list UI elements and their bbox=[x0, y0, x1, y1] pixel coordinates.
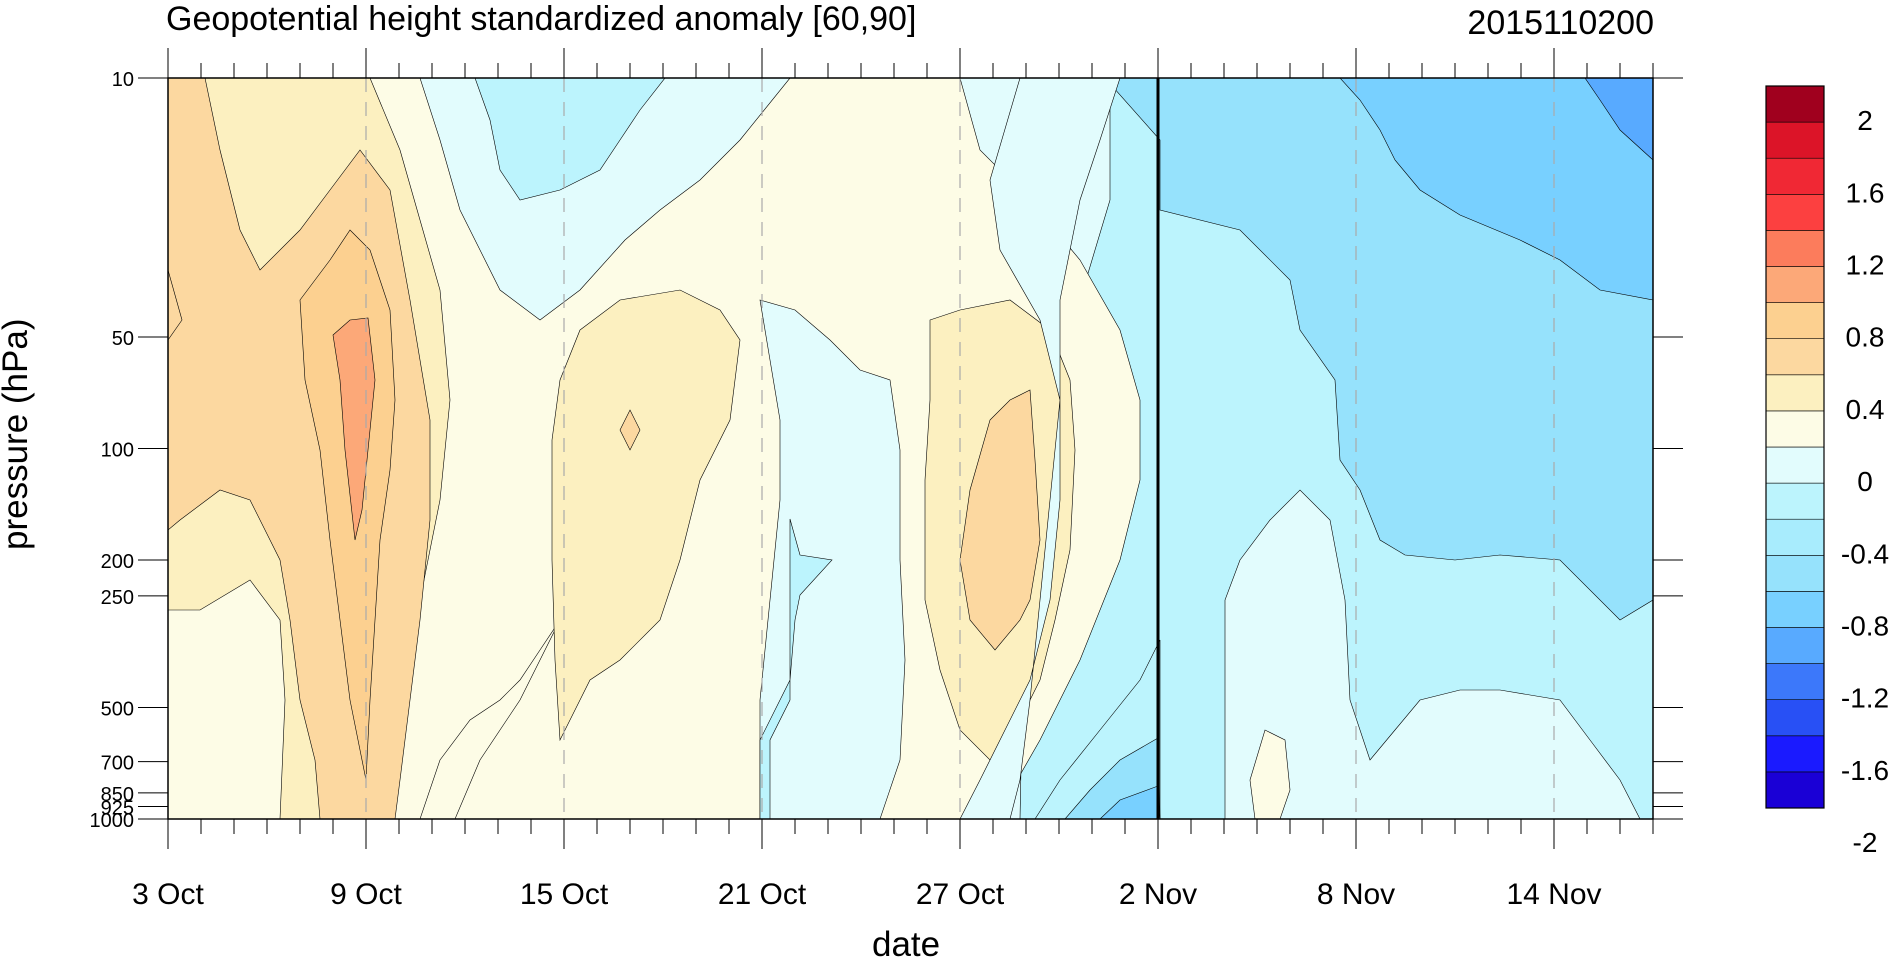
y-tick-label: 500 bbox=[101, 698, 134, 720]
contour-fill-cool-mid bbox=[759, 299, 906, 819]
colorbar-label: -2 bbox=[1853, 827, 1878, 858]
colorbar-swatch bbox=[1765, 591, 1825, 628]
contour-fill-cool-top bbox=[474, 78, 666, 201]
contour-fill-cool-pocket bbox=[759, 518, 833, 819]
colorbar-swatch bbox=[1765, 627, 1825, 664]
colorbar-label: -0.4 bbox=[1841, 538, 1889, 569]
y-tick-label: 50 bbox=[112, 328, 134, 350]
colorbar-swatch bbox=[1765, 302, 1825, 340]
colorbar-label: 2 bbox=[1857, 105, 1873, 136]
colorbar-swatch bbox=[1765, 735, 1825, 773]
chart-date-annotation: 2015110200 bbox=[1467, 4, 1654, 42]
colorbar-label: 1.6 bbox=[1846, 177, 1885, 208]
y-tick-label: 10 bbox=[112, 69, 134, 91]
y-tick-label: 250 bbox=[101, 587, 134, 609]
y-tick-label: 1000 bbox=[90, 810, 135, 832]
colorbar-label: 0.8 bbox=[1846, 322, 1885, 353]
colorbar-swatch bbox=[1765, 482, 1825, 520]
contour-fill-cold-4 bbox=[1584, 78, 1653, 161]
colorbar-swatch bbox=[1765, 121, 1825, 159]
chart-title: Geopotential height standardized anomaly… bbox=[166, 0, 917, 38]
x-tick-label: 2 Nov bbox=[1119, 878, 1197, 911]
y-tick-label: 850 bbox=[101, 784, 134, 806]
x-axis: 3 Oct 9 Oct 15 Oct 21 Oct 27 Oct 2 Nov 8 Nov 14… bbox=[132, 48, 1654, 911]
colorbar-swatch bbox=[1765, 194, 1825, 231]
colorbar: 2 1.6 1.2 0.8 0.4 0 -0.4 -0.8 -1.2 -1.6 -2 bbox=[1765, 85, 1889, 858]
colorbar-label: 0.4 bbox=[1846, 394, 1885, 425]
contour-fill-mid-1 bbox=[619, 409, 641, 451]
colorbar-swatch bbox=[1765, 85, 1825, 123]
colorbar-swatch bbox=[1765, 374, 1825, 412]
x-axis-title: date bbox=[872, 925, 941, 964]
contour-fill-cold-3 bbox=[1339, 78, 1653, 301]
colorbar-swatch bbox=[1765, 518, 1825, 556]
y-tick-label: 925 bbox=[101, 797, 134, 819]
y-tick-label: 100 bbox=[101, 440, 134, 462]
y-axis-title: pressure (hPa) bbox=[0, 318, 35, 550]
contour-fill-late-pocket bbox=[959, 78, 1121, 819]
x-tick-label: 15 Oct bbox=[520, 878, 609, 911]
grid-lines bbox=[365, 78, 1555, 819]
filled-contours bbox=[168, 78, 1653, 819]
x-tick-label: 21 Oct bbox=[718, 878, 807, 911]
x-tick-label: 3 Oct bbox=[132, 878, 204, 911]
x-tick-label: 9 Oct bbox=[330, 878, 402, 911]
colorbar-swatch bbox=[1765, 771, 1825, 809]
contour-fill-warm-pocket-nov bbox=[1249, 729, 1291, 819]
colorbar-swatch bbox=[1765, 663, 1825, 700]
plot-area bbox=[168, 78, 1653, 819]
colorbar-swatch bbox=[1765, 266, 1825, 303]
colorbar-swatch bbox=[1765, 338, 1825, 376]
colorbar-label: 0 bbox=[1857, 466, 1873, 497]
colorbar-swatch bbox=[1765, 446, 1825, 484]
colorbar-swatch bbox=[1765, 157, 1825, 195]
colorbar-swatch bbox=[1765, 699, 1825, 737]
y-tick-label: 200 bbox=[101, 551, 134, 573]
colorbar-label: -1.6 bbox=[1841, 755, 1889, 786]
colorbar-label: 1.2 bbox=[1846, 250, 1885, 281]
colorbar-label: -1.2 bbox=[1841, 683, 1889, 714]
contour-fill-light-pocket bbox=[1224, 489, 1641, 819]
colorbar-swatch bbox=[1765, 410, 1825, 448]
colorbar-swatch bbox=[1765, 230, 1825, 267]
x-tick-label: 27 Oct bbox=[916, 878, 1005, 911]
x-tick-label: 8 Nov bbox=[1317, 878, 1395, 911]
contour-fill-warm-x bbox=[168, 269, 183, 341]
x-tick-label: 14 Nov bbox=[1506, 878, 1601, 911]
contour-fill-mid-0 bbox=[551, 289, 741, 742]
colorbar-swatch bbox=[1765, 554, 1825, 592]
colorbar-label: -0.8 bbox=[1841, 611, 1889, 642]
contour-fill-warm-4 bbox=[332, 317, 376, 541]
y-tick-label: 700 bbox=[101, 753, 134, 775]
colorbar-frame bbox=[1765, 85, 1825, 809]
contour-fill-late-1 bbox=[959, 389, 1041, 651]
